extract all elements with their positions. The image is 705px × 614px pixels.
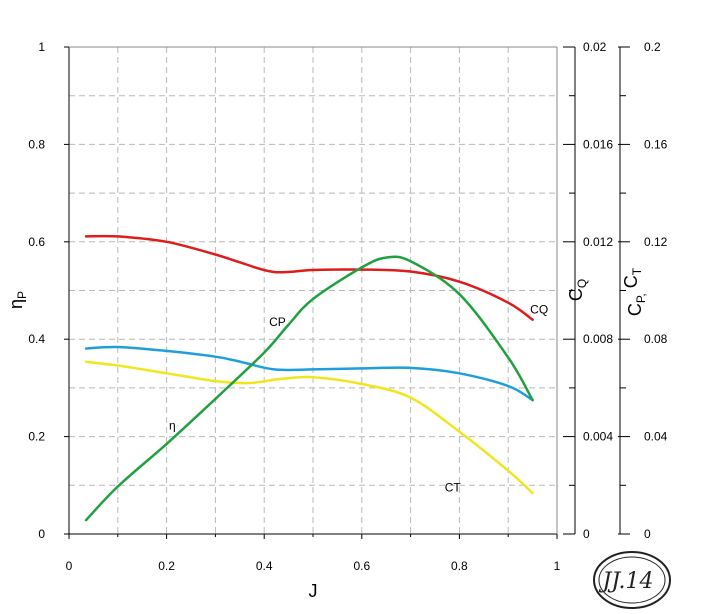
x-tick-label: 0.6 [353,559,370,573]
y-cpct-tick-label: 0.2 [644,40,661,54]
y-left-tick-label: 1 [38,40,45,54]
series-line-eta [84,345,534,402]
y-cq-tick-label: 0.004 [583,430,613,444]
y-cq-tick-label: 0.02 [583,40,607,54]
y-left-tick-label: 0.2 [28,430,45,444]
y-left-tick-label: 0.4 [28,332,45,346]
y-left-tick-label: 0.6 [28,235,45,249]
axes: 0 0.2 0.4 0.6 0.8 1 0 0.2 0.4 0.6 0.8 1 0 0.004 0.008 0… [6,40,668,601]
y-cpct-tick-label: 0.04 [644,430,668,444]
x-tick-label: 0 [66,559,73,573]
y-left-axis-title: ηP [6,291,29,309]
y-left-tick-label: 0.8 [28,137,45,151]
series-line-ct [84,360,534,495]
y-cpct-tick-label: 0.08 [644,332,668,346]
series-label-cp: CP [269,315,286,329]
y-cq-tick-label: 0.008 [583,332,613,346]
x-tick-label: 0.8 [451,559,468,573]
y-cpct-tick-label: 0.16 [644,137,668,151]
x-tick-label: 0.2 [158,559,175,573]
y-cq-tick-label: 0.012 [583,235,613,249]
watermark-text: JJ.14 [599,569,654,594]
series-line-cq [84,234,534,321]
x-tick-label: 1 [554,559,561,573]
y-cpct-axis-title: CP, CT [621,267,648,316]
y-cpct-tick-label: 0.12 [644,235,668,249]
series-layer [84,234,534,522]
series-label-cq: CQ [530,303,548,317]
y-left-tick-label: 0 [38,527,45,541]
series-line-cp [84,255,534,522]
watermark-logo: JJ.14 [593,551,671,609]
x-tick-label: 0.4 [256,559,273,573]
series-label-ct: CT [445,480,462,494]
grid [69,47,557,534]
label-layer: η CT CQ CP [169,303,548,495]
y-cq-tick-label: 0 [583,527,590,541]
x-axis-title: J [309,581,318,601]
y-cq-tick-label: 0.016 [583,137,613,151]
series-label-eta: η [169,418,176,432]
y-cpct-tick-label: 0 [644,527,651,541]
y-cq-axis-title: CQ [566,279,589,301]
